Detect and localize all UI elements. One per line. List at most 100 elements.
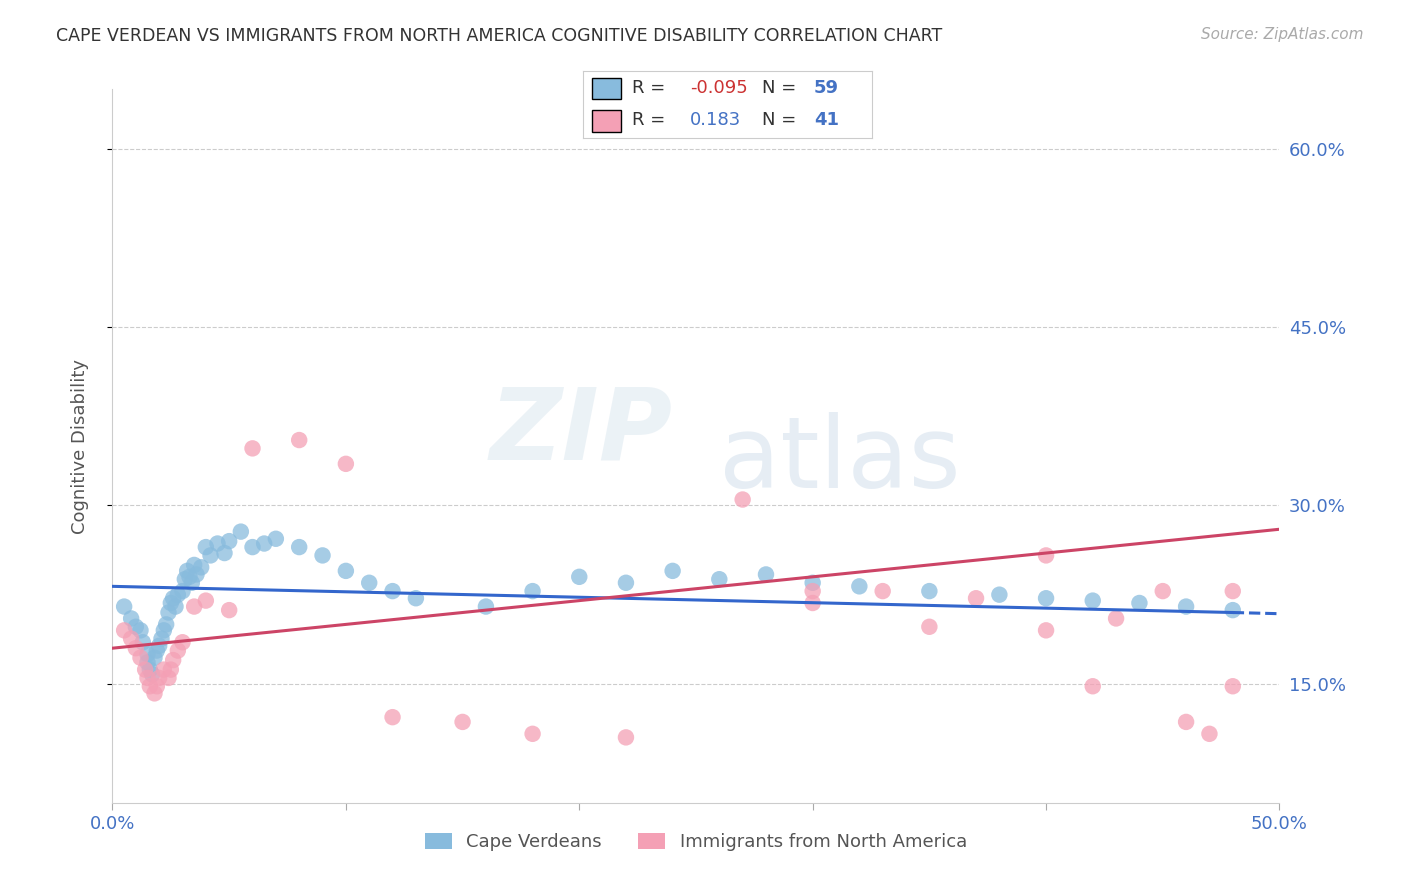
Immigrants from North America <box>1175 714 1198 729</box>
Immigrants from North America <box>162 653 184 667</box>
Cape Verdeans <box>172 584 194 599</box>
Cape Verdeans <box>153 624 176 638</box>
Cape Verdeans <box>146 643 169 657</box>
Cape Verdeans <box>160 596 183 610</box>
Immigrants from North America <box>112 624 135 638</box>
Cape Verdeans <box>614 575 637 590</box>
Immigrants from North America <box>381 710 404 724</box>
Immigrants from North America <box>918 620 941 634</box>
Immigrants from North America <box>872 584 894 599</box>
Cape Verdeans <box>253 536 276 550</box>
Cape Verdeans <box>176 564 198 578</box>
Cape Verdeans <box>918 584 941 599</box>
Immigrants from North America <box>801 584 824 599</box>
Legend: Cape Verdeans, Immigrants from North America: Cape Verdeans, Immigrants from North Ame… <box>418 825 974 858</box>
Text: Source: ZipAtlas.com: Source: ZipAtlas.com <box>1201 27 1364 42</box>
Cape Verdeans <box>165 599 187 614</box>
Cape Verdeans <box>207 536 229 550</box>
Cape Verdeans <box>166 588 188 602</box>
Immigrants from North America <box>146 679 169 693</box>
Immigrants from North America <box>1105 611 1128 625</box>
Immigrants from North America <box>183 599 205 614</box>
Cape Verdeans <box>335 564 357 578</box>
Cape Verdeans <box>359 575 381 590</box>
Immigrants from North America <box>288 433 311 447</box>
Cape Verdeans <box>311 549 333 563</box>
Immigrants from North America <box>242 442 264 456</box>
Text: R =: R = <box>633 112 665 129</box>
Immigrants from North America <box>139 679 162 693</box>
Cape Verdeans <box>381 584 404 599</box>
Immigrants from North America <box>153 663 176 677</box>
Cape Verdeans <box>190 560 212 574</box>
Cape Verdeans <box>179 570 201 584</box>
Cape Verdeans <box>229 524 252 539</box>
Immigrants from North America <box>120 632 142 646</box>
Immigrants from North America <box>801 596 824 610</box>
FancyBboxPatch shape <box>592 111 621 131</box>
Immigrants from North America <box>1222 584 1244 599</box>
Immigrants from North America <box>166 643 188 657</box>
Cape Verdeans <box>801 575 824 590</box>
Immigrants from North America <box>1198 727 1220 741</box>
Cape Verdeans <box>136 656 159 670</box>
Immigrants from North America <box>1222 679 1244 693</box>
Cape Verdeans <box>183 558 205 572</box>
Immigrants from North America <box>125 641 148 656</box>
Text: R =: R = <box>633 79 665 97</box>
Immigrants from North America <box>194 593 217 607</box>
Immigrants from North America <box>218 603 240 617</box>
Immigrants from North America <box>451 714 474 729</box>
Cape Verdeans <box>709 572 731 586</box>
Cape Verdeans <box>214 546 236 560</box>
Immigrants from North America <box>1081 679 1104 693</box>
Cape Verdeans <box>1081 593 1104 607</box>
Text: N =: N = <box>762 112 796 129</box>
Cape Verdeans <box>143 650 166 665</box>
Cape Verdeans <box>139 663 162 677</box>
Y-axis label: Cognitive Disability: Cognitive Disability <box>70 359 89 533</box>
Cape Verdeans <box>141 667 163 681</box>
Cape Verdeans <box>157 606 180 620</box>
Immigrants from North America <box>731 492 754 507</box>
Cape Verdeans <box>162 591 184 606</box>
Text: N =: N = <box>762 79 796 97</box>
Text: 0.183: 0.183 <box>690 112 741 129</box>
Cape Verdeans <box>242 540 264 554</box>
Immigrants from North America <box>1035 549 1057 563</box>
Immigrants from North America <box>335 457 357 471</box>
Immigrants from North America <box>129 650 152 665</box>
Cape Verdeans <box>522 584 544 599</box>
Text: atlas: atlas <box>720 412 960 508</box>
Cape Verdeans <box>129 624 152 638</box>
Cape Verdeans <box>988 588 1011 602</box>
FancyBboxPatch shape <box>592 78 621 99</box>
Cape Verdeans <box>180 575 202 590</box>
Cape Verdeans <box>288 540 311 554</box>
Immigrants from North America <box>143 686 166 700</box>
Cape Verdeans <box>475 599 498 614</box>
Text: CAPE VERDEAN VS IMMIGRANTS FROM NORTH AMERICA COGNITIVE DISABILITY CORRELATION C: CAPE VERDEAN VS IMMIGRANTS FROM NORTH AM… <box>56 27 942 45</box>
Immigrants from North America <box>157 671 180 685</box>
Immigrants from North America <box>172 635 194 649</box>
Cape Verdeans <box>568 570 591 584</box>
Immigrants from North America <box>136 671 159 685</box>
Cape Verdeans <box>200 549 222 563</box>
Cape Verdeans <box>132 635 155 649</box>
Immigrants from North America <box>522 727 544 741</box>
Cape Verdeans <box>1222 603 1244 617</box>
Text: -0.095: -0.095 <box>690 79 748 97</box>
Cape Verdeans <box>1035 591 1057 606</box>
Cape Verdeans <box>120 611 142 625</box>
Cape Verdeans <box>848 579 870 593</box>
Cape Verdeans <box>218 534 240 549</box>
Cape Verdeans <box>186 567 208 582</box>
Cape Verdeans <box>661 564 683 578</box>
Cape Verdeans <box>1128 596 1150 610</box>
Cape Verdeans <box>1175 599 1198 614</box>
Immigrants from North America <box>965 591 987 606</box>
Immigrants from North America <box>1035 624 1057 638</box>
Cape Verdeans <box>264 532 287 546</box>
Cape Verdeans <box>194 540 217 554</box>
Immigrants from North America <box>134 663 156 677</box>
